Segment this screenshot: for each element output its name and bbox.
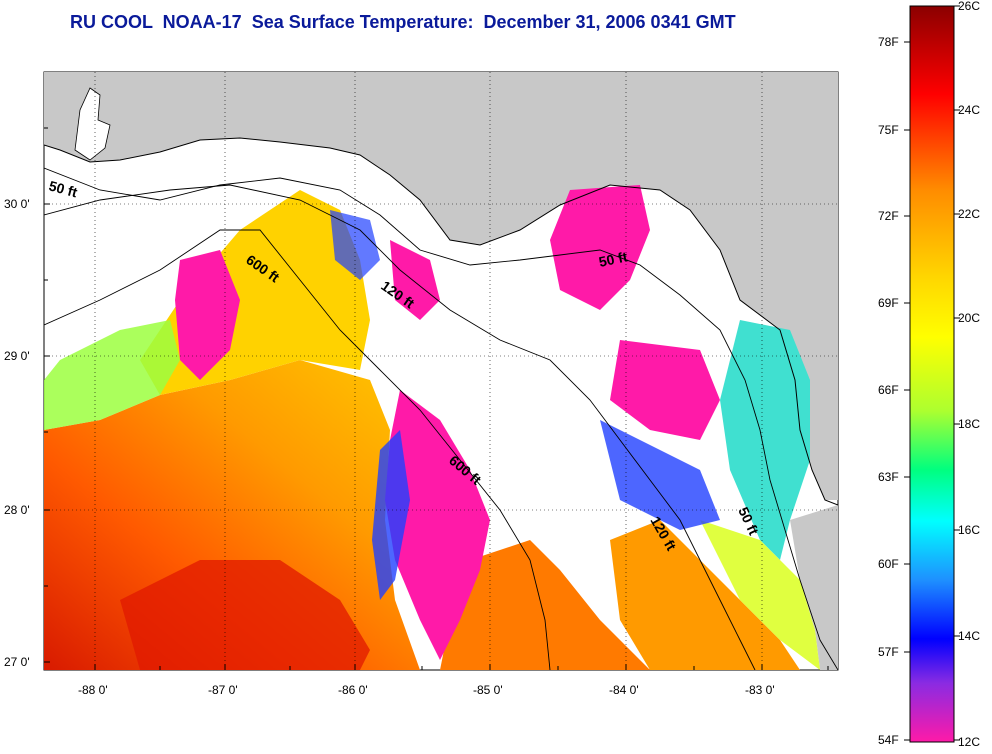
isobath-120ft xyxy=(44,184,756,670)
lon-label-87: -87 0' xyxy=(208,683,238,697)
cb-label-18c: 18C xyxy=(958,417,980,431)
cb-label-24c: 24C xyxy=(958,103,980,117)
isobath-50ft-west xyxy=(44,167,838,670)
cb-label-12c: 12C xyxy=(958,735,980,749)
lat-label-29: 29 0' xyxy=(4,349,30,363)
cb-label-16c: 16C xyxy=(958,523,980,537)
isobath-coastline xyxy=(44,137,838,506)
sst-warm-central-south xyxy=(440,540,650,670)
sst-yellow-east-coast xyxy=(700,520,820,670)
cloud-pink-northeast xyxy=(550,185,650,310)
cb-label-78f: 78F xyxy=(878,35,899,49)
colorbar: 26C 24C 22C 20C 18C 16C 14C 12C 78F 75F … xyxy=(878,0,980,749)
isobath-label-50ft-east: 50 ft xyxy=(597,248,629,270)
sst-cyan-east xyxy=(720,320,810,560)
cb-label-75f: 75F xyxy=(878,123,899,137)
lon-label-84: -84 0' xyxy=(609,683,639,697)
cb-label-72f: 72F xyxy=(878,209,899,223)
sst-green-band xyxy=(44,320,180,430)
lat-label-30: 30 0' xyxy=(4,197,30,211)
cb-label-69f: 69F xyxy=(878,296,899,310)
cb-label-20c: 20C xyxy=(958,311,980,325)
land-southeast xyxy=(790,505,838,670)
lon-label-83: -83 0' xyxy=(745,683,775,697)
lat-label-28: 28 0' xyxy=(4,503,30,517)
map-grid xyxy=(44,72,838,670)
page-title: RU COOL NOAA-17 Sea Surface Temperature:… xyxy=(70,12,736,32)
cb-label-63f: 63F xyxy=(878,470,899,484)
land-north xyxy=(44,72,838,500)
cloud-pink-northwest xyxy=(175,250,240,380)
isobath-600ft xyxy=(44,229,551,670)
cloud-pink-central xyxy=(385,390,490,660)
cb-label-66f: 66F xyxy=(878,383,899,397)
lon-label-85: -85 0' xyxy=(473,683,503,697)
cloud-pink-east xyxy=(610,340,720,440)
cb-label-14c: 14C xyxy=(958,629,980,643)
isobath-label-50ft-west: 50 ft xyxy=(47,177,79,200)
map-panel: 50 ft 600 ft 120 ft 50 ft 600 ft 120 ft … xyxy=(4,71,839,697)
cloud-pink-north-central xyxy=(390,240,440,320)
lat-label-27: 27 0' xyxy=(4,655,30,669)
cloud-blue-fringe-2 xyxy=(600,420,720,530)
cb-label-26c: 26C xyxy=(958,0,980,13)
cb-label-60f: 60F xyxy=(878,557,899,571)
cb-label-57f: 57F xyxy=(878,645,899,659)
map-ticks xyxy=(44,127,829,670)
cloud-blue-fringe-1 xyxy=(372,430,410,600)
lon-label-86: -86 0' xyxy=(338,683,368,697)
colorbar-gradient xyxy=(909,5,955,743)
cb-label-54f: 54F xyxy=(878,733,899,747)
sst-deep-red-core xyxy=(120,560,370,670)
sst-warm-east-south xyxy=(610,520,800,670)
cb-label-22c: 22C xyxy=(958,207,980,221)
lon-label-88: -88 0' xyxy=(78,683,108,697)
